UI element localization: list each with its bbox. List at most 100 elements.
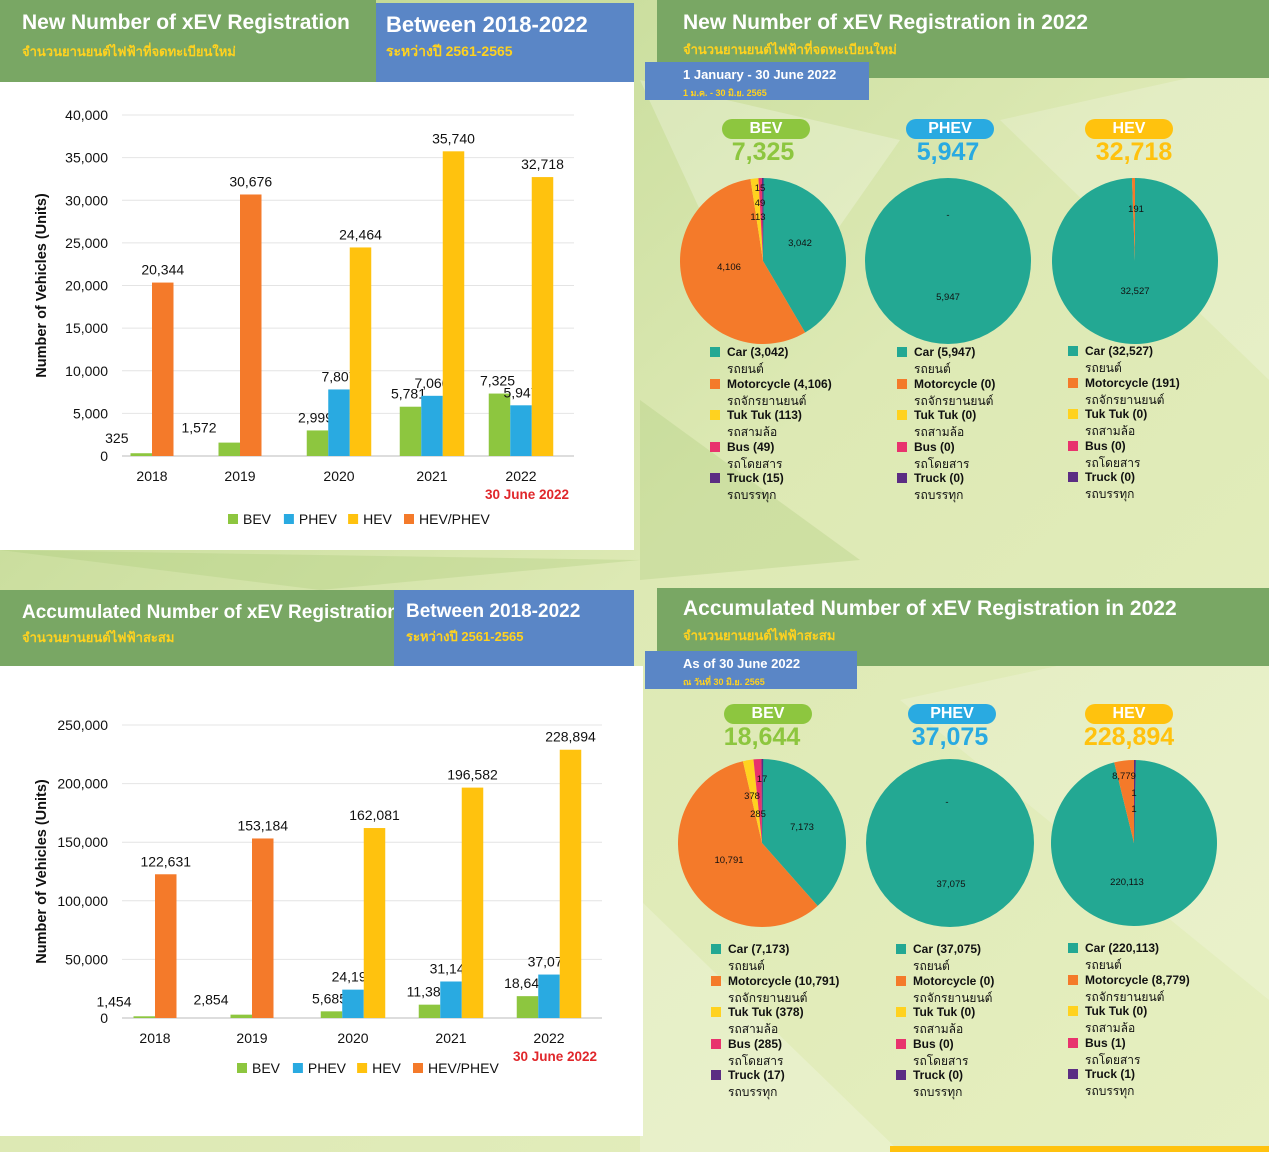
new-header-title: New Number of xEV Registration [22, 11, 350, 34]
new-bar-panel: 0 5,000 10,000 15,000 20,000 25,000 30,000 35,0… [0, 82, 634, 550]
legend-label-th: รถโดยสาร [1085, 455, 1141, 470]
legend-swatch [710, 378, 720, 389]
y-tick-label: 0 [100, 1010, 108, 1026]
legend-label-th: รถบรรทุก [728, 1085, 778, 1099]
bar-data-label: 122,631 [140, 853, 191, 869]
legend-label-th: รถบรรทุก [727, 488, 777, 502]
bar-phev-2022 [538, 974, 560, 1018]
legend-label: HEV [363, 511, 392, 527]
bar-data-label: 18,644 [504, 975, 547, 991]
pie-slice-label: 5,947 [936, 292, 960, 303]
legend-label-en: Car (5,947) [914, 345, 976, 359]
pie-name-pill-new-hev: HEV [1085, 119, 1173, 139]
legend-swatch [897, 378, 907, 389]
legend-label-en: Car (7,173) [728, 942, 790, 956]
pie-slice-motorcycle [1131, 178, 1135, 261]
legend-swatch [897, 441, 907, 452]
legend-label-th: รถบรรทุก [1085, 1084, 1135, 1098]
bar-hev-2022 [559, 749, 582, 1018]
acc-period-box: Between 2018-2022 ระหว่างปี 2561-2565 [394, 590, 634, 666]
x-tick-label: 2022 [533, 1030, 564, 1046]
legend-label-th: รถสามล้อ [913, 1022, 964, 1036]
new-header: New Number of xEV Registration จำนวนยานย… [0, 0, 376, 82]
legend-swatch [348, 514, 359, 524]
y-tick-label: 10,000 [65, 363, 108, 379]
y-tick-label: 5,000 [73, 405, 108, 421]
legend-swatch [711, 1070, 721, 1080]
bar-data-label: 228,894 [545, 729, 596, 745]
bar-hev-2020 [349, 247, 372, 456]
pie-slice-tuk-tuk [750, 178, 763, 261]
y-axis-label: Number of Vehicles (Units) [34, 193, 50, 378]
legend-label-en: Motorcycle (191) [1085, 375, 1180, 390]
pie-slice-label: 37,075 [936, 879, 965, 890]
legend-swatch [896, 944, 906, 954]
bar-data-label: 1,454 [96, 993, 131, 1009]
pie-chart-new-phev: 5,947 - [865, 178, 1031, 344]
bar-data-label: 1,572 [181, 420, 216, 436]
legend-label-th: รถบรรทุก [913, 1085, 963, 1099]
legend-swatch [413, 1063, 423, 1073]
acc-date-badge: As of 30 June 2022 ณ วันที่ 30 มิ.ย. 256… [645, 651, 857, 689]
legend-label-en: Truck (0) [913, 1068, 964, 1082]
pie-name-pill-acc-hev: HEV [1085, 704, 1173, 724]
legend-label-en: Car (32,527) [1085, 344, 1154, 358]
pie-slice-label: 49 [755, 198, 766, 209]
legend-label-th: รถจักรยานยนต์ [1085, 989, 1165, 1004]
legend-label-en: Truck (0) [1085, 470, 1136, 484]
legend-swatch [1068, 974, 1078, 985]
new-period-subtitle: ระหว่างปี 2561-2565 [386, 43, 513, 59]
acc-period-subtitle: ระหว่างปี 2561-2565 [406, 629, 524, 644]
bottom-accent-bar [890, 1146, 1269, 1152]
new-2022-title: New Number of xEV Registration in 2022 [683, 11, 1088, 34]
acc-header-title: Accumulated Number of xEV Registration [22, 602, 399, 623]
legend-label-th: รถจักรยานยนต์ [913, 990, 993, 1005]
legend-label-th: รถยนต์ [913, 959, 950, 973]
x-tick-label: 2020 [323, 468, 354, 484]
legend-label-en: Truck (15) [727, 471, 784, 485]
new-period-box: Between 2018-2022 ระหว่างปี 2561-2565 [376, 3, 634, 82]
bar-hev-2021 [461, 787, 484, 1018]
legend-swatch [357, 1063, 368, 1073]
legend-label-th: รถสามล้อ [727, 425, 778, 439]
pie-name-pill-acc-bev: BEV [724, 704, 812, 724]
bar-bev-2019 [230, 1014, 252, 1018]
legend-swatch [711, 1038, 721, 1049]
legend-label-th: รถจักรยานยนต์ [728, 990, 808, 1005]
acc-period-title: Between 2018-2022 [406, 601, 581, 622]
legend-swatch [710, 441, 720, 452]
legend-swatch [1068, 1006, 1078, 1016]
legend-label-th: รถยนต์ [727, 362, 764, 376]
bar-bev-2018 [130, 453, 152, 456]
legend-label-en: Tuk Tuk (0) [913, 1005, 976, 1019]
legend-label: BEV [243, 511, 272, 527]
legend-label: PHEV [308, 1060, 347, 1076]
date-note: 30 June 2022 [485, 487, 569, 502]
legend-swatch [711, 975, 721, 986]
legend-label-th: รถจักรยานยนต์ [727, 393, 807, 408]
bar-hev-phev-2019 [252, 838, 274, 1018]
legend-label-en: Bus (0) [913, 1036, 954, 1051]
bar-data-label: 24,464 [339, 226, 382, 242]
legend-label-en: Bus (285) [728, 1036, 783, 1051]
pie-slice-car [762, 759, 846, 906]
pie-slice-label: 113 [750, 212, 765, 223]
legend-swatch [897, 410, 907, 420]
bar-phev-2020 [328, 389, 350, 456]
pie-name-pill-new-bev: BEV [722, 119, 810, 139]
legend-label-th: รถโดยสาร [913, 1053, 969, 1068]
legend-label: BEV [252, 1060, 281, 1076]
pie-slice-label: - [946, 210, 949, 221]
y-tick-label: 200,000 [57, 776, 108, 792]
legend-swatch [283, 514, 294, 524]
pie-total-new-hev: 32,718 [1095, 138, 1173, 166]
bar-data-label: 153,184 [237, 817, 288, 833]
legend-label-en: Bus (49) [727, 439, 775, 454]
acc-bar-chart: 0 50,000 100,000 150,000 200,000 250,000 Numbe… [34, 717, 602, 1076]
pie-total-new-bev: 7,325 [731, 138, 795, 166]
acc-2022-title: Accumulated Number of xEV Registration i… [683, 597, 1177, 620]
pie-name-pill-acc-phev: PHEV [908, 704, 996, 724]
acc-date-th: ณ วันที่ 30 มิ.ย. 2565 [683, 677, 765, 687]
legend-label: PHEV [299, 511, 338, 527]
pie-slice-car [866, 759, 1034, 927]
